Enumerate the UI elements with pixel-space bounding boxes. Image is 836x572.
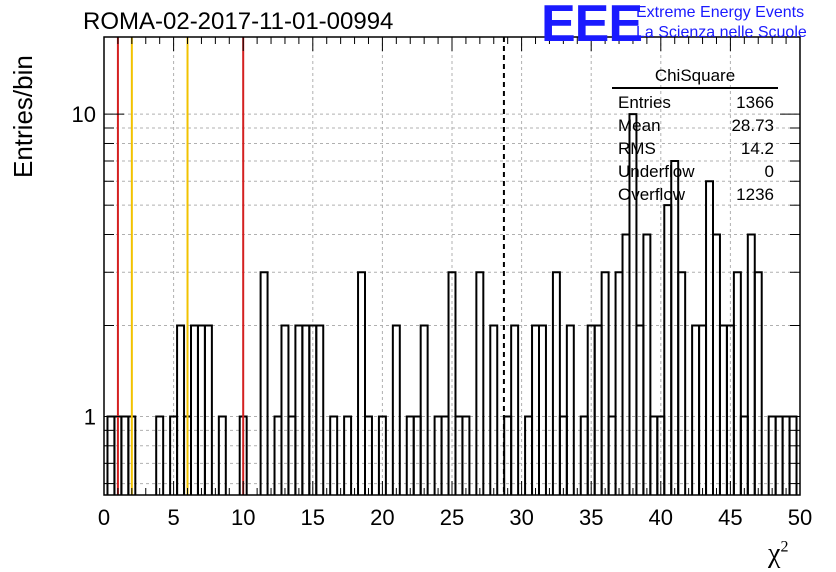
histogram-bin xyxy=(475,271,485,495)
histogram-bin xyxy=(712,233,721,495)
y-tick-label: 10 xyxy=(72,102,96,127)
stats-value: 1366 xyxy=(736,93,774,112)
histogram-bin xyxy=(628,113,638,495)
stats-value: 0 xyxy=(764,162,774,181)
histogram-bin xyxy=(155,415,165,495)
stats-label: Mean xyxy=(618,116,661,135)
histogram-bin xyxy=(294,324,304,495)
histogram-bin xyxy=(364,415,373,495)
histogram-bin xyxy=(391,324,401,495)
x-tick-label: 25 xyxy=(440,505,464,530)
histogram-bin xyxy=(677,271,687,495)
histogram-bin xyxy=(343,415,353,495)
stats-label: Entries xyxy=(618,93,671,112)
stats-row: Underflow 0 xyxy=(612,160,778,183)
histogram-bin xyxy=(357,271,366,495)
histogram-bin xyxy=(329,415,339,495)
histogram-bin xyxy=(280,324,290,495)
histogram-bin xyxy=(196,324,206,495)
x-tick-label: 35 xyxy=(579,505,603,530)
stats-row: Entries 1366 xyxy=(612,91,778,114)
stats-rows: Entries 1366 Mean 28.73 RMS 14.2 Underflow 0 Ove… xyxy=(612,91,778,206)
x-tick-label: 40 xyxy=(649,505,673,530)
stats-row: Mean 28.73 xyxy=(612,114,778,137)
histogram-bars xyxy=(106,113,798,495)
stats-box: ChiSquare Entries 1366 Mean 28.73 RMS 14.2 Und… xyxy=(612,66,778,206)
histogram-bin xyxy=(315,324,325,495)
histogram-bin xyxy=(461,415,471,495)
x-tick-label: 45 xyxy=(718,505,742,530)
histogram-bin xyxy=(670,160,680,495)
histogram-bin xyxy=(489,324,499,495)
histogram-bin xyxy=(176,324,186,495)
histogram-bin xyxy=(259,271,269,495)
reference-lines xyxy=(116,37,505,495)
eee-logo-mark: EEE xyxy=(541,0,643,53)
stats-value: 28.73 xyxy=(731,116,774,135)
x-tick-label: 15 xyxy=(301,505,325,530)
histogram-bin xyxy=(538,324,547,495)
logo-line-2: La Scienza nelle Scuole xyxy=(636,24,807,41)
histogram-bin xyxy=(217,415,227,495)
x-axis-label-exponent: 2 xyxy=(780,538,789,556)
x-tick-label: 30 xyxy=(509,505,533,530)
histogram-bin xyxy=(419,324,429,495)
x-axis-label: χ2 xyxy=(768,538,788,570)
stats-label: Underflow xyxy=(618,162,695,181)
histogram-bin xyxy=(642,233,652,495)
histogram-bin xyxy=(301,324,311,495)
histogram-bin xyxy=(732,271,742,495)
histogram-bin xyxy=(593,324,603,495)
histogram-bin xyxy=(510,324,520,495)
histogram-bin xyxy=(600,271,610,495)
histogram-bin xyxy=(746,233,756,495)
logo-line-1: Extreme Energy Events xyxy=(636,4,805,21)
histogram-bin xyxy=(531,324,540,495)
histogram-bin xyxy=(753,271,763,495)
y-axis-label: Entries/bin xyxy=(8,55,38,178)
histogram-bin xyxy=(614,271,624,495)
x-axis-label-symbol: χ xyxy=(768,538,781,569)
y-tick-label: 1 xyxy=(84,405,96,430)
stats-label: RMS xyxy=(618,139,656,158)
histogram-bin xyxy=(705,180,714,495)
x-tick-label: 5 xyxy=(167,505,179,530)
stats-value: 1236 xyxy=(736,185,774,204)
chart-title: ROMA-02-2017-11-01-00994 xyxy=(83,8,394,35)
stats-value: 14.2 xyxy=(740,139,774,158)
stats-row: Overflow 1236 xyxy=(612,183,778,206)
stats-title: ChiSquare xyxy=(612,66,778,89)
histogram-bin xyxy=(635,324,645,495)
histogram-bin xyxy=(698,324,708,495)
axes: 0 5 10 15 20 25 30 35 40 45 50 1 10 xyxy=(72,36,812,530)
histogram-bin xyxy=(621,233,631,495)
grid-lines xyxy=(104,37,800,495)
histogram-bin xyxy=(377,415,387,495)
histogram-bin xyxy=(718,324,728,495)
histogram-bin xyxy=(691,324,701,495)
x-tick-label: 10 xyxy=(231,505,255,530)
x-tick-label: 50 xyxy=(788,505,812,530)
x-tick-label: 20 xyxy=(370,505,394,530)
histogram-bin xyxy=(565,324,575,495)
x-tick-label: 0 xyxy=(98,505,110,530)
stats-row: RMS 14.2 xyxy=(612,137,778,160)
stats-label: Overflow xyxy=(618,185,686,204)
histogram-bin xyxy=(551,271,561,495)
histogram-bin xyxy=(190,324,199,495)
histogram-bin xyxy=(203,324,213,495)
histogram-bin xyxy=(447,271,457,495)
histogram-bin xyxy=(663,204,673,495)
